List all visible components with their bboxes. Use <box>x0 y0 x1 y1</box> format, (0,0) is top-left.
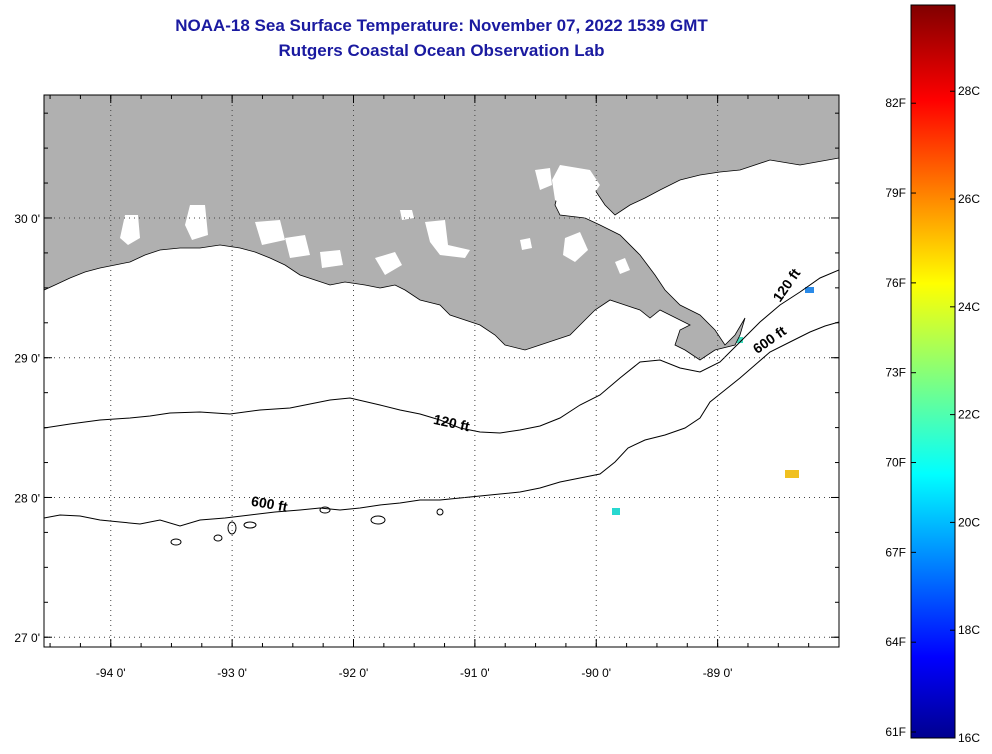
sst-region-orange-shelf <box>568 315 752 420</box>
map-subtitle: Rutgers Coastal Ocean Observation Lab <box>278 41 605 60</box>
sst-speck-yellow <box>785 470 799 478</box>
lat-tick-label: 30 0' <box>14 212 40 226</box>
sst-region-orange-west <box>565 430 610 475</box>
contour-label: 120 ft <box>432 411 471 434</box>
sst-region-red-east <box>690 495 839 580</box>
lon-tick-label: -90 0' <box>581 666 611 680</box>
map-title: NOAA-18 Sea Surface Temperature: Novembe… <box>175 16 708 35</box>
sst-region-red-dark <box>612 590 655 618</box>
sst-region-red-patch <box>550 600 595 625</box>
sst-data-layer <box>550 160 839 647</box>
sst-speck-cyan2 <box>735 337 743 343</box>
contour-600ft <box>44 321 839 527</box>
lat-tick-label: 28 0' <box>14 491 40 505</box>
lat-lon-grid <box>44 95 839 647</box>
sst-region-red-south <box>605 580 839 647</box>
lat-tick-label: 27 0' <box>14 631 40 645</box>
sst-speck-blue <box>805 287 814 293</box>
sst-speck-cyan <box>612 508 620 515</box>
lon-tick-label: -89 0' <box>703 666 733 680</box>
lon-tick-label: -93 0' <box>217 666 247 680</box>
inland-water-patches <box>120 165 692 275</box>
lat-tick-label: 29 0' <box>14 352 40 366</box>
lon-tick-label: -91 0' <box>460 666 490 680</box>
bathymetry-contours <box>44 269 839 546</box>
axis-ticks <box>44 95 840 647</box>
axis-labels: -94 0' -93 0' -92 0' -91 0' -90 0' -89 0' 30 0… <box>14 212 732 680</box>
sst-region-orange-mid <box>605 420 710 495</box>
map-frame <box>43 94 840 648</box>
sst-region-orange-lower <box>610 490 680 540</box>
lon-tick-label: -94 0' <box>96 666 126 680</box>
contour-120ft <box>44 269 839 434</box>
contour-label: 600 ft <box>250 493 289 515</box>
lon-tick-label: -92 0' <box>339 666 369 680</box>
sst-region-lightgreen <box>640 195 690 225</box>
